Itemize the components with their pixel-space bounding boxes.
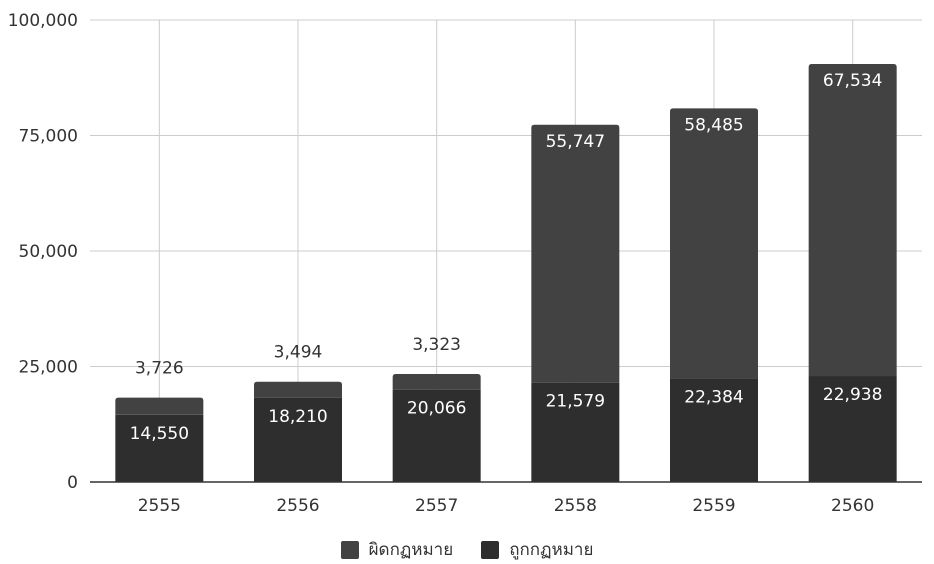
bar-illegal: [254, 381, 342, 398]
legend: ผิดกฏหมาย ถูกกฏหมาย: [0, 536, 934, 563]
y-tick-label: 50,000: [19, 242, 78, 262]
data-label-illegal: 3,494: [274, 343, 323, 363]
bar-legal: [392, 389, 481, 482]
data-label-illegal: 58,485: [684, 115, 743, 135]
y-tick-label: 100,000: [8, 11, 78, 31]
data-label-illegal: 55,747: [546, 132, 605, 152]
y-tick-label: 25,000: [19, 358, 78, 378]
y-tick-label: 75,000: [19, 127, 78, 147]
bar-illegal: [115, 397, 204, 415]
bar-legal: [115, 414, 204, 482]
bar-legal: [670, 378, 758, 482]
stacked-bar-chart: 0 25,000 50,000 75,000 100,000 14,550 3,726 255…: [8, 11, 922, 516]
data-label-illegal: 67,534: [823, 71, 882, 91]
legend-swatch-legal: [481, 540, 500, 559]
x-tick-label: 2559: [692, 496, 735, 516]
data-label-illegal: 3,323: [412, 335, 461, 355]
bar-illegal: [808, 64, 897, 377]
bar-legal: [808, 376, 897, 482]
x-tick-label: 2560: [831, 496, 874, 516]
legend-label-illegal: ผิดกฏหมาย: [368, 540, 454, 560]
bar-legal: [254, 397, 342, 482]
x-tick-label: 2557: [415, 496, 458, 516]
y-tick-label: 0: [67, 473, 78, 493]
x-tick-label: 2556: [276, 496, 319, 516]
legend-label-legal: ถูกกฏหมาย: [509, 540, 594, 560]
bar-illegal: [392, 373, 481, 390]
x-tick-label: 2558: [554, 496, 597, 516]
x-tick-label: 2555: [138, 496, 181, 516]
data-label-legal: 21,579: [546, 391, 605, 411]
legend-item-legal: ถูกกฏหมาย: [481, 536, 593, 563]
data-label-legal: 22,384: [684, 388, 743, 408]
data-label-legal: 20,066: [407, 398, 466, 418]
bar-illegal: [531, 124, 620, 383]
legend-item-illegal: ผิดกฏหมาย: [340, 536, 454, 563]
bar-illegal: [670, 108, 758, 379]
data-label-legal: 14,550: [130, 424, 189, 444]
bar-legal: [531, 382, 620, 482]
data-label-legal: 22,938: [823, 385, 882, 405]
legend-swatch-illegal: [340, 540, 359, 559]
data-label-legal: 18,210: [268, 407, 327, 427]
data-label-illegal: 3,726: [135, 359, 184, 379]
